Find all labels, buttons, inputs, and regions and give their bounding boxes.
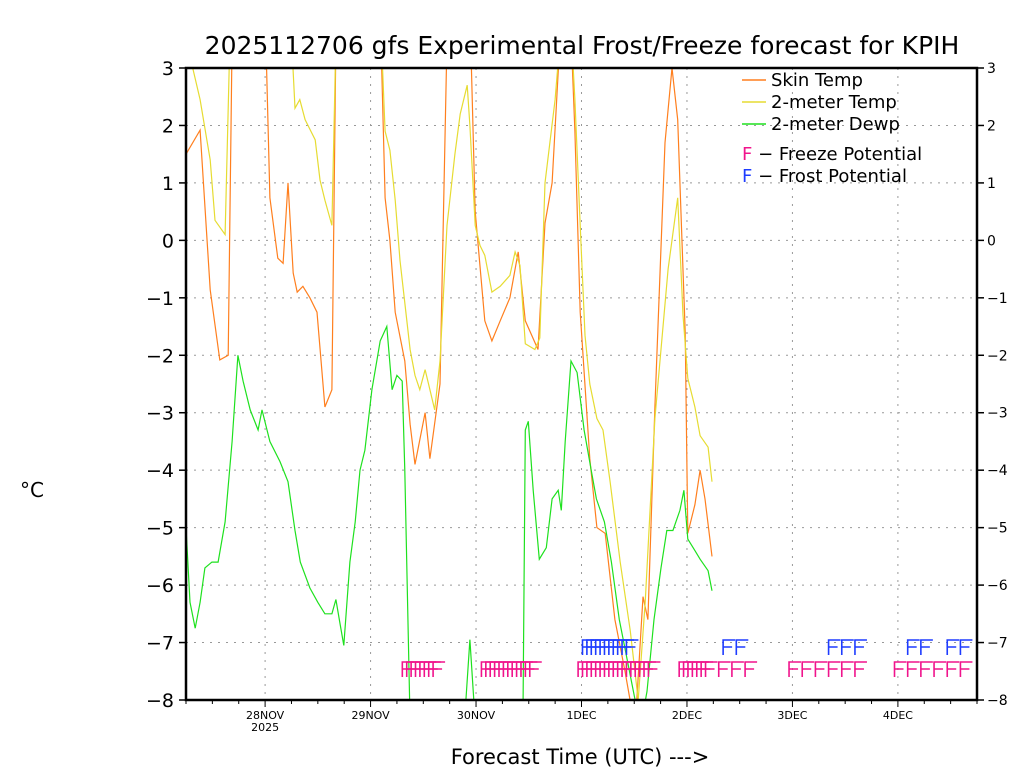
x-tick-label: 3DEC bbox=[777, 709, 807, 722]
frost-marker-icon bbox=[959, 639, 973, 655]
freeze-marker-icon bbox=[906, 661, 920, 677]
frost-marker-icon bbox=[625, 639, 639, 655]
x-tick-label: 30NOV bbox=[457, 709, 496, 722]
y-tick-label-right: −8 bbox=[987, 693, 1008, 709]
frost-marker-icon bbox=[840, 639, 854, 655]
freeze-marker-icon bbox=[827, 661, 841, 677]
freeze-marker-icon bbox=[933, 661, 947, 677]
y-tick-label: −4 bbox=[146, 460, 174, 482]
y-tick-label: −2 bbox=[146, 345, 174, 367]
y-tick-label: 1 bbox=[162, 173, 174, 195]
y-tick-label-right: 0 bbox=[987, 233, 996, 249]
chart-title: 2025112706 gfs Experimental Frost/Freeze… bbox=[205, 31, 960, 60]
freeze-marker-icon bbox=[801, 661, 815, 677]
x-tick-label: 29NOV bbox=[351, 709, 390, 722]
y-tick-label-right: 1 bbox=[987, 176, 996, 192]
series-line-2-meter-dewp bbox=[186, 324, 713, 700]
x-tick-label: 2DEC bbox=[672, 709, 702, 722]
y-tick-label: 3 bbox=[162, 58, 174, 80]
freeze-marker-icon bbox=[840, 661, 854, 677]
x-axis-label: Forecast Time (UTC) ---> bbox=[451, 745, 710, 768]
x-tick-label: 1DEC bbox=[566, 709, 596, 722]
y-tick-label: −1 bbox=[146, 288, 174, 310]
legend-label: 2-meter Temp bbox=[771, 92, 897, 113]
freeze-marker-icon bbox=[731, 661, 744, 677]
frost-marker-icon bbox=[906, 639, 920, 655]
freeze-marker-icon bbox=[717, 661, 731, 677]
frost-marker-icon bbox=[827, 639, 841, 655]
freeze-marker-icon bbox=[854, 661, 867, 677]
plot-frame bbox=[184, 66, 979, 702]
y-tick-label: −6 bbox=[146, 575, 174, 597]
freeze-marker-icon bbox=[946, 661, 960, 677]
frost-marker-icon bbox=[946, 639, 960, 655]
y-tick-label-right: 3 bbox=[987, 61, 996, 77]
y-tick-label-right: −1 bbox=[987, 291, 1008, 307]
series-line-2-meter-temp bbox=[192, 68, 713, 700]
freeze-marker-icon bbox=[788, 661, 802, 677]
freeze-marker-icon bbox=[959, 661, 973, 677]
x-tick-sublabel: 2025 bbox=[251, 721, 279, 734]
y-tick-label-right: −6 bbox=[987, 578, 1008, 594]
y-tick-label-right: −4 bbox=[987, 463, 1008, 479]
freeze-marker-icon bbox=[647, 661, 661, 677]
y-tick-label-right: −7 bbox=[987, 636, 1008, 652]
y-tick-label: 2 bbox=[162, 115, 174, 137]
y-tick-label: 0 bbox=[162, 230, 174, 252]
legend-label: Skin Temp bbox=[771, 70, 863, 91]
frost-marker-icon bbox=[854, 639, 867, 655]
y-tick-label: −7 bbox=[146, 633, 174, 655]
freeze-marker-icon bbox=[528, 661, 542, 677]
x-tick-label: 28NOV bbox=[246, 709, 285, 722]
freeze-marker-icon bbox=[432, 661, 446, 677]
freeze-marker-icon bbox=[893, 661, 907, 677]
freeze-marker-icon bbox=[814, 661, 828, 677]
y-tick-label-right: −2 bbox=[987, 348, 1008, 364]
x-tick-label: 4DEC bbox=[883, 709, 913, 722]
y-tick-label-right: −3 bbox=[987, 406, 1008, 422]
y-tick-label: −5 bbox=[146, 518, 174, 540]
y-tick-label-right: −5 bbox=[987, 521, 1008, 537]
freeze-marker-icon bbox=[744, 661, 758, 677]
frost-marker-icon bbox=[722, 639, 736, 655]
y-axis-label: °C bbox=[20, 478, 44, 502]
y-tick-label-right: 2 bbox=[987, 118, 996, 134]
frost-marker-icon bbox=[920, 639, 933, 655]
y-tick-label: −8 bbox=[146, 690, 174, 712]
series-line-skin-temp bbox=[186, 68, 713, 700]
freeze-marker-icon bbox=[704, 661, 718, 677]
legend-label: 2-meter Dewp bbox=[771, 114, 900, 135]
frost-marker-icon bbox=[735, 639, 749, 655]
legend-frost: F − Frost Potential bbox=[742, 166, 907, 187]
y-tick-label: −3 bbox=[146, 403, 174, 425]
freeze-marker-icon bbox=[920, 661, 933, 677]
legend-freeze: F − Freeze Potential bbox=[742, 144, 922, 165]
